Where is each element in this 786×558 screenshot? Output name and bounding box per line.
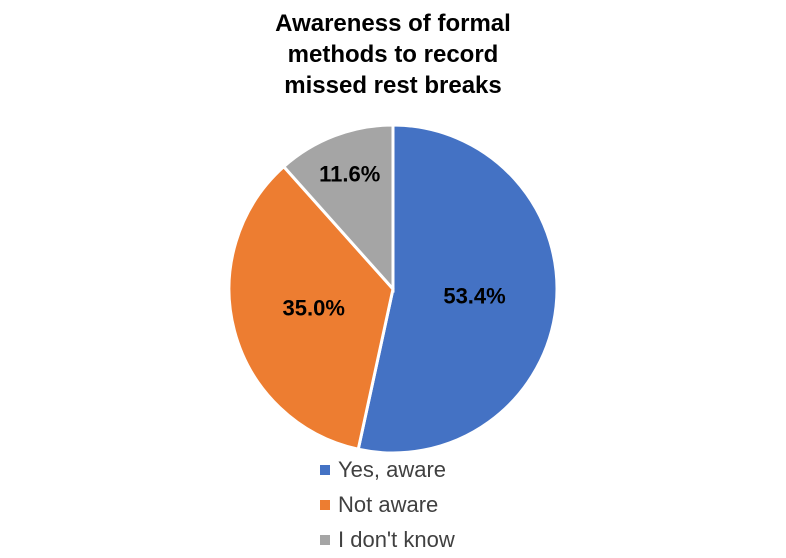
legend-label: Not aware [338,492,438,517]
value-label: 11.6% [319,161,380,186]
chart-title: Awareness of formal methods to record mi… [275,10,511,99]
legend-label: Yes, aware [338,457,446,482]
value-label: 35.0% [283,296,345,321]
legend-swatch [320,535,330,545]
legend-swatch [320,500,330,510]
legend-label: I don't know [338,527,455,552]
value-label: 53.4% [443,284,505,309]
pie-slice [356,123,559,455]
pie-slice [227,164,395,452]
pie-slice [281,123,395,293]
legend-swatch [320,465,330,475]
